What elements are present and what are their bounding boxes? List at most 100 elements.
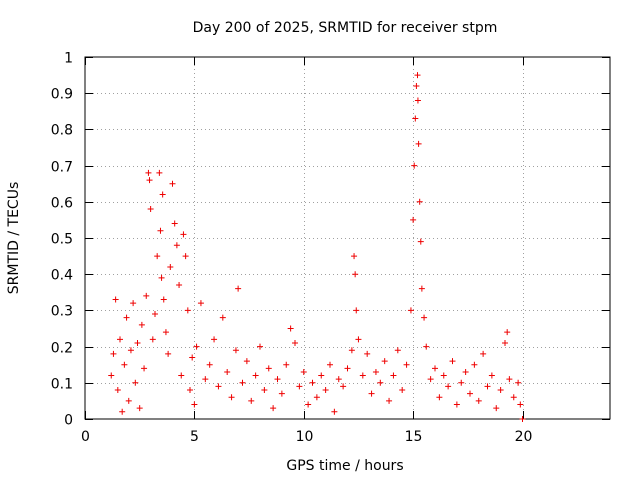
- data-point: [154, 253, 161, 260]
- data-point: [176, 282, 183, 289]
- data-point: [211, 336, 218, 343]
- data-point: [130, 300, 137, 307]
- data-point: [206, 361, 213, 368]
- data-point: [331, 408, 338, 415]
- y-tick-label: 0.3: [51, 304, 73, 320]
- data-point: [386, 397, 393, 404]
- data-point: [228, 394, 235, 401]
- data-point: [274, 376, 281, 383]
- data-point: [156, 169, 163, 176]
- data-point: [510, 394, 517, 401]
- data-point: [123, 314, 130, 321]
- data-point: [305, 401, 312, 408]
- y-tick-label: 1: [64, 51, 73, 67]
- data-point: [121, 361, 128, 368]
- y-tick-label: 0.8: [51, 123, 73, 139]
- ticks: [85, 57, 610, 420]
- data-point: [411, 162, 418, 169]
- data-point: [165, 350, 172, 357]
- y-tick-label: 0: [64, 413, 73, 429]
- data-point: [436, 394, 443, 401]
- data-point: [453, 401, 460, 408]
- scatter-points: [108, 72, 526, 422]
- data-point: [110, 350, 117, 357]
- data-point: [415, 140, 422, 147]
- data-point: [141, 365, 148, 372]
- data-point: [462, 368, 469, 375]
- data-point: [423, 343, 430, 350]
- data-point: [412, 115, 419, 122]
- data-point: [364, 350, 371, 357]
- data-point: [467, 390, 473, 397]
- y-tick-labels: 0 0.1 0.2 0.3 0.4 0.5 0.6 0.7 0.8 0.9 1: [51, 51, 73, 429]
- data-point: [427, 376, 434, 383]
- data-point: [136, 405, 143, 412]
- data-point: [108, 372, 115, 379]
- data-point: [471, 361, 478, 368]
- data-point: [318, 372, 325, 379]
- data-point: [261, 387, 268, 394]
- data-point: [265, 365, 272, 372]
- data-point: [340, 383, 347, 390]
- data-point: [445, 383, 452, 390]
- grid: [85, 57, 610, 419]
- data-point: [169, 180, 176, 187]
- data-point: [125, 397, 132, 404]
- data-point: [351, 253, 358, 260]
- data-point: [270, 405, 277, 412]
- data-point: [215, 383, 222, 390]
- data-point: [187, 387, 193, 394]
- y-tick-label: 0.9: [51, 87, 73, 103]
- data-point: [440, 372, 447, 379]
- data-point: [309, 379, 316, 386]
- data-point: [180, 231, 187, 238]
- data-point: [488, 372, 495, 379]
- data-point: [475, 397, 482, 404]
- data-point: [300, 368, 307, 375]
- data-point: [352, 271, 359, 278]
- data-point: [184, 307, 191, 314]
- data-point: [182, 253, 189, 260]
- y-tick-label: 0.6: [51, 196, 73, 212]
- data-point: [353, 307, 360, 314]
- data-point: [517, 401, 524, 408]
- data-point: [493, 405, 500, 412]
- data-point: [502, 339, 508, 346]
- data-point: [432, 365, 438, 372]
- x-tick-label: 10: [296, 429, 314, 445]
- data-point: [257, 343, 263, 350]
- data-point: [149, 336, 156, 343]
- data-point: [224, 368, 231, 375]
- data-point: [359, 372, 366, 379]
- data-point: [114, 387, 121, 394]
- y-tick-label: 0.2: [51, 341, 73, 357]
- data-point: [381, 358, 388, 365]
- data-point: [127, 347, 134, 354]
- data-point: [480, 350, 487, 357]
- data-point: [193, 343, 200, 350]
- data-point: [132, 379, 139, 386]
- data-point: [484, 383, 491, 390]
- data-point: [278, 390, 285, 397]
- data-point: [497, 387, 504, 394]
- data-point: [355, 336, 362, 343]
- data-point: [348, 347, 355, 354]
- data-point: [157, 227, 164, 234]
- data-point: [283, 361, 290, 368]
- data-point: [143, 292, 150, 299]
- data-point: [458, 379, 465, 386]
- data-point: [252, 372, 259, 379]
- data-point: [147, 206, 154, 213]
- x-tick-label: 5: [190, 429, 199, 445]
- data-point: [413, 82, 420, 89]
- data-point: [327, 361, 333, 368]
- data-point: [219, 314, 226, 321]
- data-point: [372, 368, 379, 375]
- chart-title: Day 200 of 2025, SRMTID for receiver stp…: [193, 20, 498, 36]
- data-point: [417, 238, 424, 245]
- data-point: [506, 376, 513, 383]
- x-tick-label: 0: [81, 429, 90, 445]
- y-tick-label: 0.1: [51, 377, 73, 393]
- data-point: [410, 216, 417, 223]
- data-point: [519, 416, 526, 422]
